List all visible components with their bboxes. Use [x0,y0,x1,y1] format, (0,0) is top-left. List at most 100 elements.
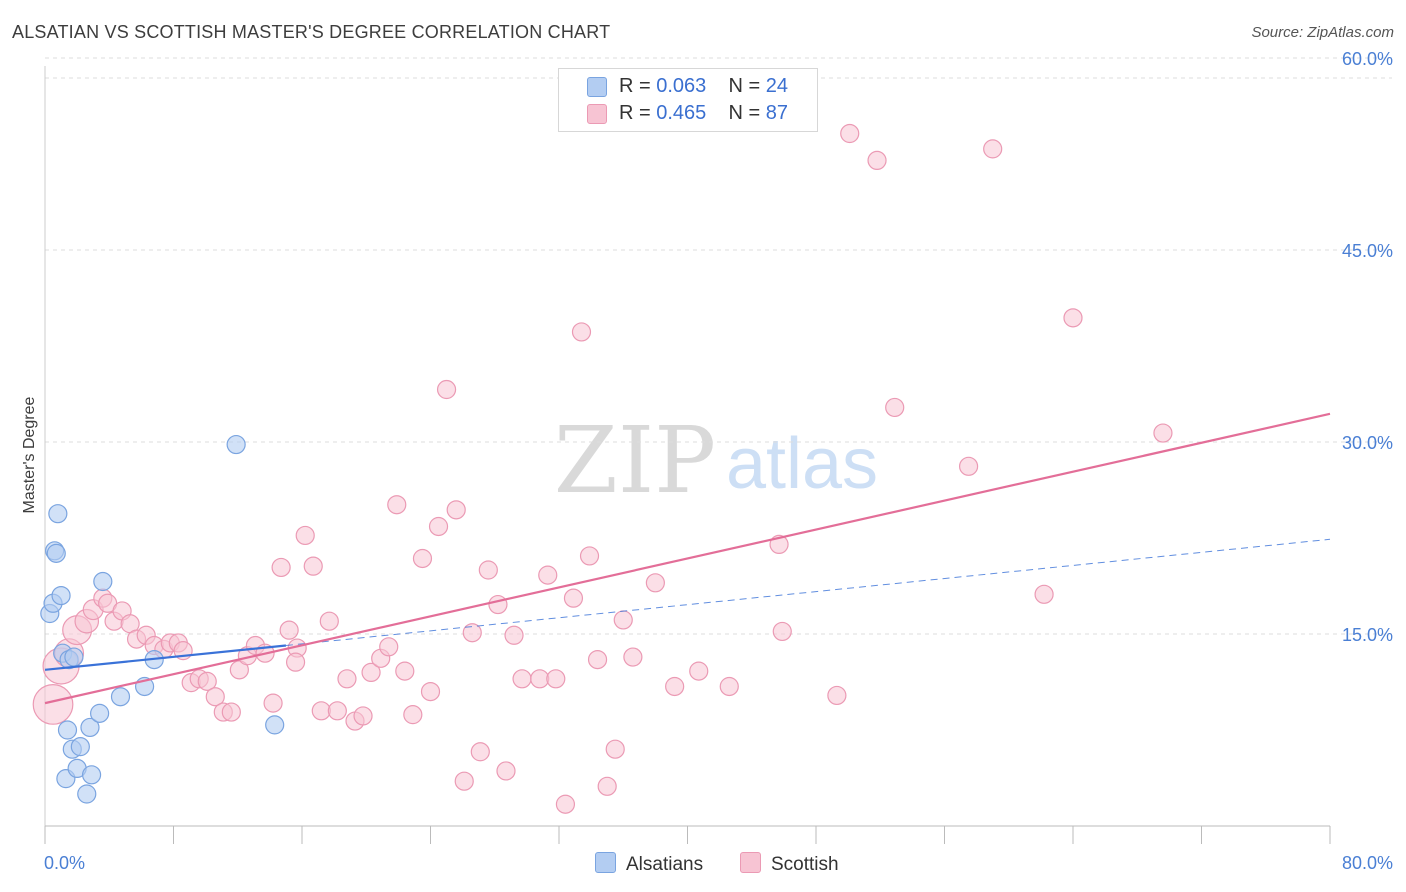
scottish-point [665,676,685,697]
alsatian-swatch [587,77,607,97]
scottish-point [353,706,373,726]
scottish-point [689,661,709,681]
watermark: ZIP atlas [554,407,878,514]
scottish-point [605,739,625,759]
scottish-point [285,652,306,672]
scottish-point [496,761,516,781]
scottish-point [530,669,550,689]
r-value: 0.465 [656,102,707,124]
scottish-point [395,661,415,681]
legend: R = 0.063 N = 24 R = 0.465 N = 87 [558,68,818,132]
scottish-point [387,495,407,515]
alsatian-point [77,784,97,804]
scottish-point [488,594,508,615]
r-value: 0.063 [656,75,707,97]
alsatian-point [51,585,71,606]
scottish-swatch [587,104,607,124]
alsatian-swatch [595,852,616,873]
scottish-point [428,516,449,537]
bottom-legend-label: Alsatians [626,854,704,875]
n-value: 24 [765,75,789,97]
scottish-point [446,500,466,520]
scottish-point [772,621,792,642]
scottish-point [555,794,576,814]
n-label: N = [728,75,766,97]
y-tick-label: 45.0% [1342,241,1393,261]
alsatian-trend-extension [285,538,1331,647]
scottish-point [571,322,592,342]
scottish-point [1034,584,1054,604]
scottish-point [361,662,381,683]
scottish-point [470,742,490,762]
scottish-point [221,702,241,722]
scottish-point [587,649,608,670]
scottish-point [311,701,331,721]
legend-text: R = 0.063 N = 24 [619,75,788,98]
alsatian-point [265,715,285,735]
scottish-point [840,123,860,144]
x-tick-label: 80.0% [1342,853,1393,873]
scottish-point [263,693,283,713]
scottish-point [205,687,225,707]
alsatian-point [93,571,113,592]
x-tick-label: 0.0% [44,853,85,873]
scottish-point [412,548,433,569]
scottish-point [867,150,887,170]
alsatian-point [57,720,78,740]
scottish-point [436,379,457,400]
alsatian-point [70,737,90,757]
alsatian-point [80,717,100,738]
scottish-point [454,771,474,791]
scottish-point [1153,423,1173,443]
trend-lines [44,412,1331,705]
scottish-point [512,669,532,689]
scottish-point [885,397,905,418]
scottish-point [420,681,441,702]
scottish-point [462,623,482,643]
legend-text: R = 0.465 N = 87 [619,102,788,125]
y-tick-label: 60.0% [1342,49,1393,69]
watermark-atlas: atlas [726,424,878,504]
grid [45,57,1392,635]
scottish-point [597,776,617,796]
alsatian-points [40,434,285,804]
scottish-point [1063,308,1083,328]
tick-labels: 15.0% 30.0% 45.0% 60.0% 0.0% 80.0% [44,49,1393,873]
scottish-swatch [740,852,761,873]
scottish-point [827,685,847,706]
source-label: Source: ZipAtlas.com [1251,24,1394,41]
bottom-legend-scottish: Scottish [740,852,839,876]
bottom-legend-alsatians: Alsatians [595,852,703,876]
scottish-point [32,684,74,725]
alsatian-point [90,703,110,723]
scottish-point [983,139,1003,159]
scottish-point [271,557,291,578]
alsatian-point [110,687,131,707]
scottish-point [295,525,315,546]
scottish-trend-line [44,412,1331,705]
alsatian-point [64,647,84,667]
scottish-point [958,456,979,476]
scottish-point [563,588,584,608]
scottish-point [197,671,217,691]
scottish-point [719,676,739,697]
alsatian-point [46,543,66,563]
scottish-point [579,546,600,566]
scottish-point [478,560,498,580]
scottish-point [645,573,665,593]
alsatian-trend-line [44,644,287,671]
chart-title: ALSATIAN VS SCOTTISH MASTER'S DEGREE COR… [12,22,611,42]
scottish-point [403,705,423,725]
scottish-point [538,565,558,585]
scottish-point [279,620,299,640]
scottish-point [546,669,566,689]
scottish-point [327,701,347,721]
scottish-point [337,669,357,689]
y-tick-label: 30.0% [1342,433,1393,453]
alsatian-point [226,434,246,455]
watermark-zip: ZIP [554,407,716,514]
y-tick-label: 15.0% [1342,625,1393,645]
scottish-point [319,611,339,631]
n-value: 87 [765,102,789,124]
